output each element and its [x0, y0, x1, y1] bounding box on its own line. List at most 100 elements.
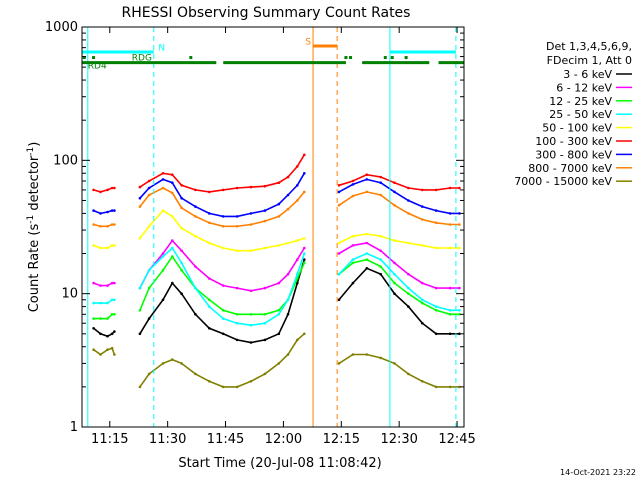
data-point-8-14: [249, 380, 253, 383]
data-point-1-23: [379, 249, 383, 252]
x-axis-ticks: 11:15 11:30 11:45 12:00 12:15 12:30 12:45: [91, 27, 476, 447]
data-point-4-3: [110, 244, 114, 247]
legend-label-6: 300 - 800 keV: [535, 148, 612, 161]
data-point-4-0: [92, 244, 95, 247]
data-point-7-19: [303, 190, 306, 194]
data-point-0-5: [138, 332, 142, 336]
data-point-3-1: [99, 301, 102, 305]
data-point-8-1: [99, 353, 102, 356]
data-point-1-1: [99, 284, 102, 287]
data-point-0-3: [110, 332, 114, 336]
data-point-4-7: [161, 209, 165, 212]
data-point-5-3: [110, 186, 114, 190]
data-point-3-5: [138, 286, 142, 290]
data-point-5-1: [99, 190, 102, 194]
data-point-6-7: [161, 178, 165, 181]
data-point-2-0: [92, 317, 95, 320]
data-point-3-16: [277, 313, 281, 316]
data-point-5-5: [138, 185, 142, 189]
data-point-3-12: [221, 317, 225, 320]
data-point-3-18: [296, 272, 299, 276]
data-point-5-0: [92, 188, 95, 192]
data-point-7-6: [147, 193, 151, 197]
data-point-8-28: [448, 385, 452, 389]
series-line-5-1: [139, 154, 305, 193]
legend-title-line-2: FDecim 1, Att 0: [547, 54, 632, 67]
data-point-4-13: [235, 249, 239, 252]
data-point-1-21: [351, 244, 355, 247]
data-point-4-8: [171, 215, 174, 218]
data-point-5-11: [208, 190, 211, 194]
legend-label-8: 7000 - 15000 keV: [514, 175, 612, 188]
series-line-1-2: [338, 242, 460, 289]
legend-label-0: 3 - 6 keV: [563, 68, 612, 81]
data-point-0-12: [221, 332, 225, 336]
y-axis-label-end: ): [27, 142, 42, 147]
data-point-4-29: [458, 246, 461, 250]
series-5: [92, 153, 461, 194]
y-axis-label-sup1: -1: [26, 215, 36, 224]
series-1: [92, 239, 461, 293]
data-point-6-5: [138, 196, 142, 200]
data-point-3-10: [194, 286, 197, 290]
data-point-4-14: [249, 249, 253, 252]
data-point-6-28: [448, 212, 452, 215]
data-point-7-9: [180, 206, 183, 210]
data-point-1-13: [235, 286, 239, 290]
y-tick-label-0: 1: [70, 420, 78, 435]
data-point-2-12: [221, 309, 225, 312]
data-point-0-18: [296, 281, 299, 285]
data-point-1-0: [92, 281, 95, 285]
data-point-5-22: [365, 173, 369, 176]
data-point-6-26: [421, 205, 424, 208]
data-point-8-27: [434, 385, 438, 389]
data-point-4-25: [407, 241, 410, 245]
data-point-1-7: [161, 252, 165, 255]
data-point-0-27: [434, 332, 438, 336]
series-3: [92, 246, 461, 327]
legend-label-1: 6 - 12 keV: [556, 81, 612, 94]
x-tick-label-1: 11:30: [149, 432, 186, 447]
data-point-2-16: [277, 309, 281, 312]
data-point-5-25: [407, 186, 410, 190]
data-point-5-2: [106, 188, 109, 192]
data-point-4-20: [337, 241, 341, 245]
data-point-5-23: [379, 175, 383, 179]
data-point-2-26: [421, 301, 424, 305]
data-point-3-15: [263, 321, 267, 325]
data-point-5-8: [171, 173, 174, 176]
data-point-3-4: [113, 298, 116, 302]
data-point-3-23: [379, 258, 383, 261]
data-point-1-8: [171, 239, 174, 242]
y-axis-label-main: Count Rate (s: [27, 224, 42, 313]
data-point-4-9: [180, 226, 183, 230]
data-point-2-6: [147, 286, 151, 290]
data-point-3-24: [393, 272, 396, 276]
data-point-1-27: [434, 286, 438, 290]
data-point-6-6: [147, 186, 151, 190]
data-point-8-16: [277, 362, 281, 365]
data-point-4-1: [99, 246, 102, 250]
data-point-0-7: [161, 298, 165, 302]
data-point-3-25: [407, 286, 410, 290]
data-point-5-21: [351, 179, 355, 183]
data-point-2-3: [110, 313, 114, 316]
data-point-0-23: [379, 272, 383, 276]
data-point-8-26: [421, 380, 424, 383]
data-point-1-24: [393, 261, 396, 265]
data-point-7-12: [221, 225, 225, 228]
data-point-7-2: [106, 225, 109, 228]
data-point-6-11: [208, 212, 211, 215]
data-point-8-2: [106, 348, 109, 352]
flag-bar-RDG-dot-5: [383, 56, 387, 60]
legend-label-7: 800 - 7000 keV: [528, 162, 612, 175]
data-point-1-25: [407, 272, 410, 276]
data-point-0-25: [407, 305, 410, 308]
flag-bar-RDG-dot-1: [92, 56, 96, 60]
data-point-2-23: [379, 265, 383, 268]
data-point-5-28: [448, 186, 452, 190]
data-point-7-0: [92, 223, 95, 226]
data-point-4-12: [221, 246, 225, 250]
data-point-3-11: [208, 305, 211, 308]
data-point-0-19: [303, 258, 306, 261]
